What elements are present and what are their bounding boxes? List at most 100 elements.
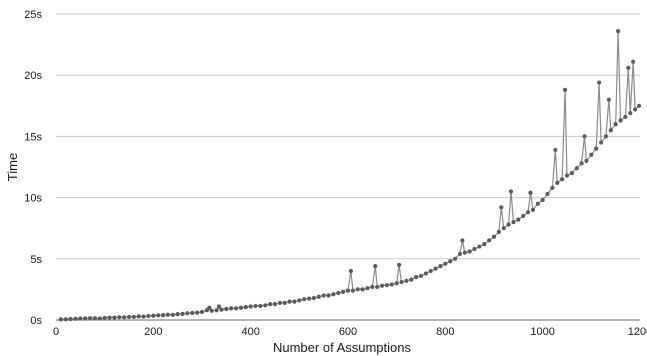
data-point [560, 177, 565, 182]
data-point [530, 207, 536, 212]
data-point [248, 304, 253, 309]
data-point [263, 303, 268, 308]
data-point [63, 317, 68, 322]
data-point [151, 313, 156, 318]
data-point [443, 261, 448, 266]
y-tick-label: 15s [24, 131, 42, 143]
data-point [277, 300, 282, 305]
y-axis-title: Time [5, 153, 20, 181]
data-point [636, 103, 642, 108]
data-point [258, 303, 263, 309]
data-point [83, 316, 88, 321]
data-point [508, 189, 514, 194]
data-point [350, 288, 355, 293]
x-tick-label: 1000 [530, 326, 554, 338]
data-point [545, 191, 550, 197]
data-point [360, 287, 365, 292]
data-point [233, 306, 239, 311]
x-tick-label: 400 [241, 326, 259, 338]
data-point [243, 305, 248, 310]
data-point [316, 294, 321, 299]
data-point [616, 29, 621, 34]
data-point [156, 313, 161, 318]
data-point [117, 315, 122, 320]
data-point [341, 289, 346, 294]
data-point [268, 301, 273, 307]
data-point [141, 314, 146, 319]
data-point [569, 171, 574, 176]
data-point [613, 122, 618, 127]
data-series [58, 29, 642, 322]
data-point [292, 299, 297, 304]
data-point [521, 213, 526, 219]
data-point [185, 311, 190, 316]
x-tick-label: 600 [339, 326, 357, 338]
data-point [136, 314, 141, 319]
data-point [253, 303, 258, 309]
data-point [564, 173, 570, 178]
data-point [623, 114, 628, 119]
data-point [467, 249, 472, 254]
data-point [379, 283, 385, 288]
data-point [506, 222, 511, 227]
data-point [550, 185, 555, 190]
data-point [107, 315, 112, 320]
x-axis-title: Number of Assumptions [273, 340, 412, 355]
data-point [175, 312, 180, 317]
data-point [633, 107, 638, 112]
data-point [102, 315, 107, 321]
data-point [170, 312, 175, 317]
data-point [365, 286, 370, 291]
data-point [589, 152, 594, 157]
data-point [92, 316, 98, 321]
data-point [433, 266, 438, 271]
data-point [535, 201, 540, 206]
data-point [209, 308, 214, 313]
data-point [423, 271, 428, 276]
data-point [499, 205, 504, 210]
data-point [553, 147, 558, 152]
y-tick-label: 25s [24, 9, 42, 21]
data-point [487, 238, 492, 243]
data-point [516, 217, 521, 222]
data-point [68, 316, 73, 322]
data-point [199, 309, 205, 315]
data-point [501, 226, 506, 231]
data-point [321, 293, 326, 298]
y-gridlines [56, 13, 640, 321]
data-point [238, 305, 244, 310]
data-point [555, 180, 560, 186]
data-point [457, 251, 463, 257]
data-point [224, 306, 229, 312]
data-point [562, 87, 568, 92]
data-point [608, 128, 613, 133]
data-point [414, 275, 419, 280]
data-point [195, 310, 200, 315]
data-point [348, 268, 354, 274]
data-point [375, 284, 380, 290]
data-point [282, 300, 287, 305]
data-point [491, 234, 497, 239]
data-point [373, 264, 378, 269]
y-tick-label: 0s [30, 315, 42, 327]
data-point [331, 292, 336, 297]
data-point [579, 161, 584, 166]
data-point [355, 287, 360, 292]
data-point [618, 118, 623, 123]
x-tick-label: 0 [53, 326, 59, 338]
data-point [146, 313, 151, 319]
data-point [404, 278, 409, 283]
data-point [78, 316, 83, 321]
data-point [460, 238, 465, 243]
x-tick-label: 200 [144, 326, 162, 338]
data-point [297, 298, 302, 303]
data-point [311, 295, 317, 301]
y-tick-label: 20s [24, 70, 42, 82]
data-point [511, 219, 516, 225]
series-line [60, 30, 640, 320]
data-point [448, 259, 453, 264]
data-point [626, 65, 631, 70]
y-tick-labels: 0s 5s 10s 15s 20s 25s [24, 9, 42, 327]
data-point [326, 293, 331, 298]
